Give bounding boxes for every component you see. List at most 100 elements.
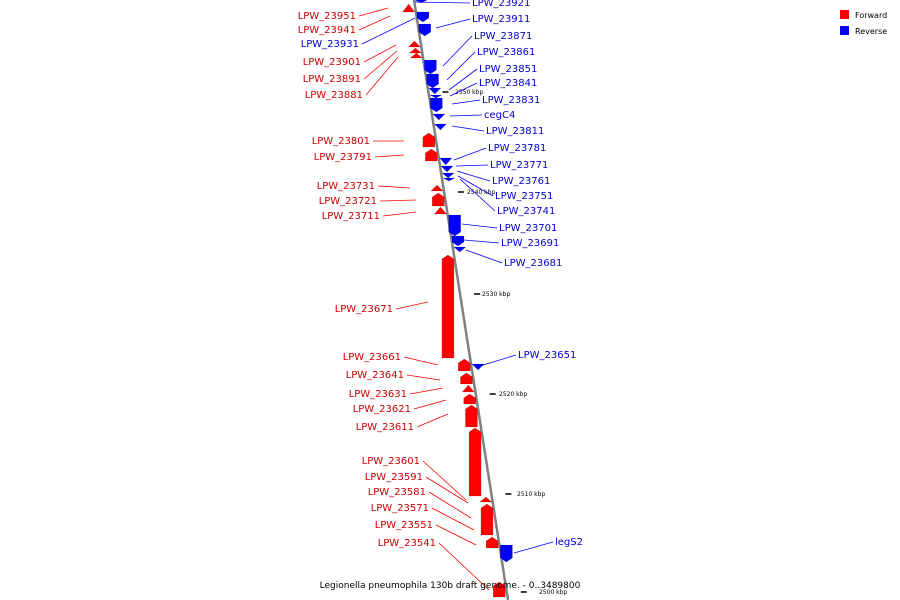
forward-gene-arrow [408,47,423,54]
reverse-gene-label: LPW_23871 [474,31,532,42]
reverse-gene-arrow [418,23,432,37]
reverse-gene-arrow [500,544,513,563]
label-connector [428,491,472,519]
label-connector [379,199,417,202]
forward-gene-label: LPW_23671 [335,304,393,315]
label-connector [358,15,391,31]
legend-swatch-forward [840,10,849,19]
label-connector [374,154,405,158]
forward-gene-arrow [465,404,478,428]
label-connector [358,7,389,17]
forward-gene-label: LPW_23711 [322,211,380,222]
reverse-gene-arrow [442,177,455,182]
reverse-gene-arrow [429,94,442,99]
forward-gene-arrow [433,206,447,215]
label-connector [513,541,554,554]
scale-ticks: 2550 kbp 2540 kbp 2530 kbp 2520 kbp 2510 kbp… [442,89,567,596]
label-connector [431,507,475,531]
forward-gene-arrow [441,254,455,359]
reverse-gene-label: LPW_23761 [492,176,550,187]
label-connector [361,17,416,45]
legend: Forward Reverse [840,10,887,36]
forward-gene-arrow [409,52,423,59]
label-connector [414,1,471,4]
forward-gene-label: LPW_23601 [362,456,420,467]
label-connector [459,178,496,212]
forward-gene-label: LPW_23881 [305,90,363,101]
label-connector [479,354,517,367]
label-connector [365,56,399,96]
forward-gene-label: LPW_23631 [349,389,407,400]
reverse-gene-arrow [430,97,443,113]
forward-gene-label: LPW_23571 [371,503,429,514]
scale-tick-label: 2530 kbp [482,291,510,298]
forward-gene-label: LPW_23661 [343,352,401,363]
forward-gene-label: LPW_23891 [303,74,361,85]
forward-gene-arrow [463,393,476,405]
reverse-gene-label: LPW_23831 [482,95,540,106]
reverse-gene-arrow [426,73,439,89]
forward-gene-arrow [407,40,422,48]
reverse-gene-label: LPW_23691 [501,238,559,249]
forward-gene-label: LPW_23641 [346,370,404,381]
label-connector [448,68,478,91]
forward-gene-arrow [422,132,436,148]
label-connector [442,35,473,67]
forward-gene-label: LPW_23731 [317,181,375,192]
map-caption: Legionella pneumophila 130b draft genome… [320,581,581,591]
legend-label-forward: Forward [855,11,887,20]
forward-gene-arrow [485,536,499,549]
label-connector [463,239,500,244]
label-connector [435,524,477,546]
label-connector [457,175,494,197]
reverse-gene-label: LPW_23681 [504,258,562,269]
label-connector [449,82,478,97]
reverse-gene-label: LPW_23921 [472,0,530,9]
forward-gene-arrow [402,3,416,13]
forward-gene-label: LPW_23611 [356,422,414,433]
reverse-gene-arrow [433,123,448,131]
reverse-gene-label: LPW_23741 [497,206,555,217]
reverse-gene-arrow [440,165,454,173]
reverse-gene-arrow [428,87,442,95]
reverse-gene-label: LPW_23651 [518,350,576,361]
reverse-gene-label: LPW_23861 [477,47,535,58]
forward-gene-label: LPW_23591 [365,472,423,483]
reverse-gene-label: LPW_23751 [495,191,553,202]
label-connector [395,301,429,310]
forward-gene-label: LPW_23721 [319,196,377,207]
label-connector [465,249,503,264]
reverse-gene-label: LPW_23781 [488,143,546,154]
label-connector [422,460,467,501]
reverse-gene-label: cegC4 [484,110,515,121]
legend-label-reverse: Reverse [855,27,887,36]
reverse-gene-arrow [451,235,465,247]
label-connector [377,185,411,189]
reverse-gene-arrow [471,363,485,371]
reverse-gene-label: LPW_23811 [486,126,544,137]
forward-gene-arrow [431,192,445,207]
reverse-gene-label: LPW_23851 [479,64,537,75]
forward-gene-arrow [457,358,471,372]
label-connector [409,387,444,395]
forward-gene-label: LPW_23941 [298,25,356,36]
forward-gene-label: LPW_23951 [298,11,356,22]
label-connector [406,374,441,381]
label-connector [435,18,471,29]
label-connector [451,99,481,105]
reverse-gene-arrow [453,246,467,253]
forward-gene-label: LPW_23551 [375,520,433,531]
gene-features [402,0,513,598]
label-connector [363,44,397,63]
reverse-gene-arrow [448,214,461,237]
label-connector [403,356,439,366]
forward-gene-label: LPW_23541 [378,538,436,549]
reverse-gene-arrow [424,59,437,75]
legend-swatch-reverse [840,26,849,35]
gene-labels: LPW_23951 LPW_23941 LPW_23901 LPW_23891 LPW_… [298,0,583,549]
reverse-gene-label: LPW_23771 [490,160,548,171]
reverse-gene-label: legS2 [555,537,583,548]
forward-gene-arrow [480,503,494,536]
scale-tick-label: 2520 kbp [499,391,527,398]
